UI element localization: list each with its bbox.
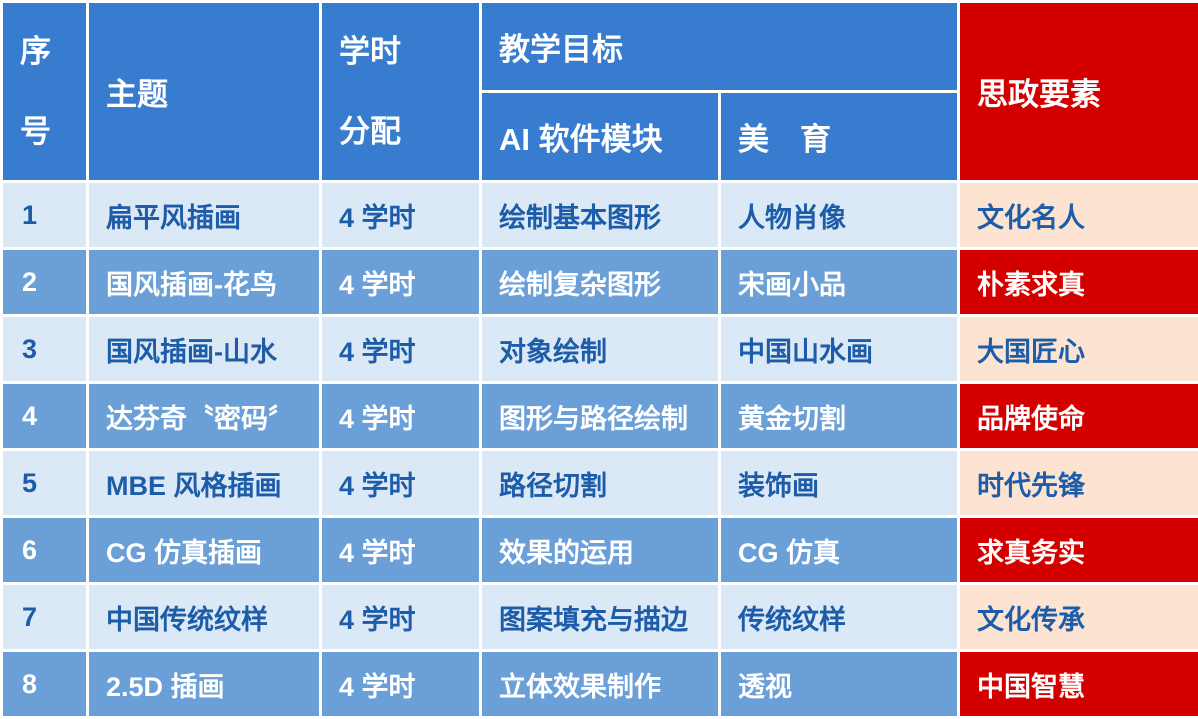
cell-ideology: 中国智慧 [959,651,1198,718]
header-aesthetic-education: 美 育 [720,92,959,182]
cell-topic: MBE 风格插画 [88,450,321,517]
header-hours-allocation: 学时 分配 [321,2,481,182]
cell-topic: 2.5D 插画 [88,651,321,718]
table-row: 4 达芬奇〝密码〞 4 学时 图形与路径绘制 黄金切割 品牌使命 [2,383,1198,450]
cell-aesthetics: 人物肖像 [720,182,959,249]
cell-serial: 2 [2,249,88,316]
cell-ai-module: 立体效果制作 [481,651,720,718]
cell-serial: 8 [2,651,88,718]
cell-serial: 6 [2,517,88,584]
cell-ideology: 求真务实 [959,517,1198,584]
cell-hours: 4 学时 [321,383,481,450]
table-row: 6 CG 仿真插画 4 学时 效果的运用 CG 仿真 求真务实 [2,517,1198,584]
cell-serial: 3 [2,316,88,383]
cell-hours: 4 学时 [321,182,481,249]
cell-ai-module: 绘制基本图形 [481,182,720,249]
cell-topic: 国风插画-山水 [88,316,321,383]
cell-hours: 4 学时 [321,517,481,584]
header-teaching-objectives: 教学目标 [481,2,959,92]
table-row: 5 MBE 风格插画 4 学时 路径切割 装饰画 时代先锋 [2,450,1198,517]
cell-topic: 国风插画-花鸟 [88,249,321,316]
cell-topic: 中国传统纹样 [88,584,321,651]
cell-ideology: 品牌使命 [959,383,1198,450]
cell-ai-module: 图案填充与描边 [481,584,720,651]
header-ai-software-module: AI 软件模块 [481,92,720,182]
header-ideology-elements: 思政要素 [959,2,1198,182]
cell-ideology: 朴素求真 [959,249,1198,316]
table-row: 3 国风插画-山水 4 学时 对象绘制 中国山水画 大国匠心 [2,316,1198,383]
table-row: 1 扁平风插画 4 学时 绘制基本图形 人物肖像 文化名人 [2,182,1198,249]
table-row: 8 2.5D 插画 4 学时 立体效果制作 透视 中国智慧 [2,651,1198,718]
cell-hours: 4 学时 [321,651,481,718]
cell-hours: 4 学时 [321,450,481,517]
table-body: 1 扁平风插画 4 学时 绘制基本图形 人物肖像 文化名人 2 国风插画-花鸟 … [2,182,1198,718]
table-row: 2 国风插画-花鸟 4 学时 绘制复杂图形 宋画小品 朴素求真 [2,249,1198,316]
cell-hours: 4 学时 [321,249,481,316]
cell-serial: 5 [2,450,88,517]
cell-ai-module: 绘制复杂图形 [481,249,720,316]
table-row: 7 中国传统纹样 4 学时 图案填充与描边 传统纹样 文化传承 [2,584,1198,651]
cell-aesthetics: 宋画小品 [720,249,959,316]
cell-ai-module: 对象绘制 [481,316,720,383]
cell-topic: 扁平风插画 [88,182,321,249]
cell-topic: 达芬奇〝密码〞 [88,383,321,450]
cell-ideology: 文化名人 [959,182,1198,249]
cell-ai-module: 图形与路径绘制 [481,383,720,450]
cell-hours: 4 学时 [321,584,481,651]
cell-ideology: 时代先锋 [959,450,1198,517]
cell-serial: 7 [2,584,88,651]
cell-aesthetics: 透视 [720,651,959,718]
cell-ideology: 大国匠心 [959,316,1198,383]
cell-topic: CG 仿真插画 [88,517,321,584]
cell-aesthetics: 传统纹样 [720,584,959,651]
cell-ai-module: 效果的运用 [481,517,720,584]
cell-serial: 4 [2,383,88,450]
cell-aesthetics: CG 仿真 [720,517,959,584]
cell-ai-module: 路径切割 [481,450,720,517]
cell-aesthetics: 装饰画 [720,450,959,517]
cell-hours: 4 学时 [321,316,481,383]
cell-ideology: 文化传承 [959,584,1198,651]
cell-aesthetics: 黄金切割 [720,383,959,450]
header-topic: 主题 [88,2,321,182]
header-serial-number: 序 号 [2,2,88,182]
table-header: 序 号 主题 学时 分配 教学目标 思政要素 AI 软件模块 美 育 [2,2,1198,182]
cell-aesthetics: 中国山水画 [720,316,959,383]
cell-serial: 1 [2,182,88,249]
